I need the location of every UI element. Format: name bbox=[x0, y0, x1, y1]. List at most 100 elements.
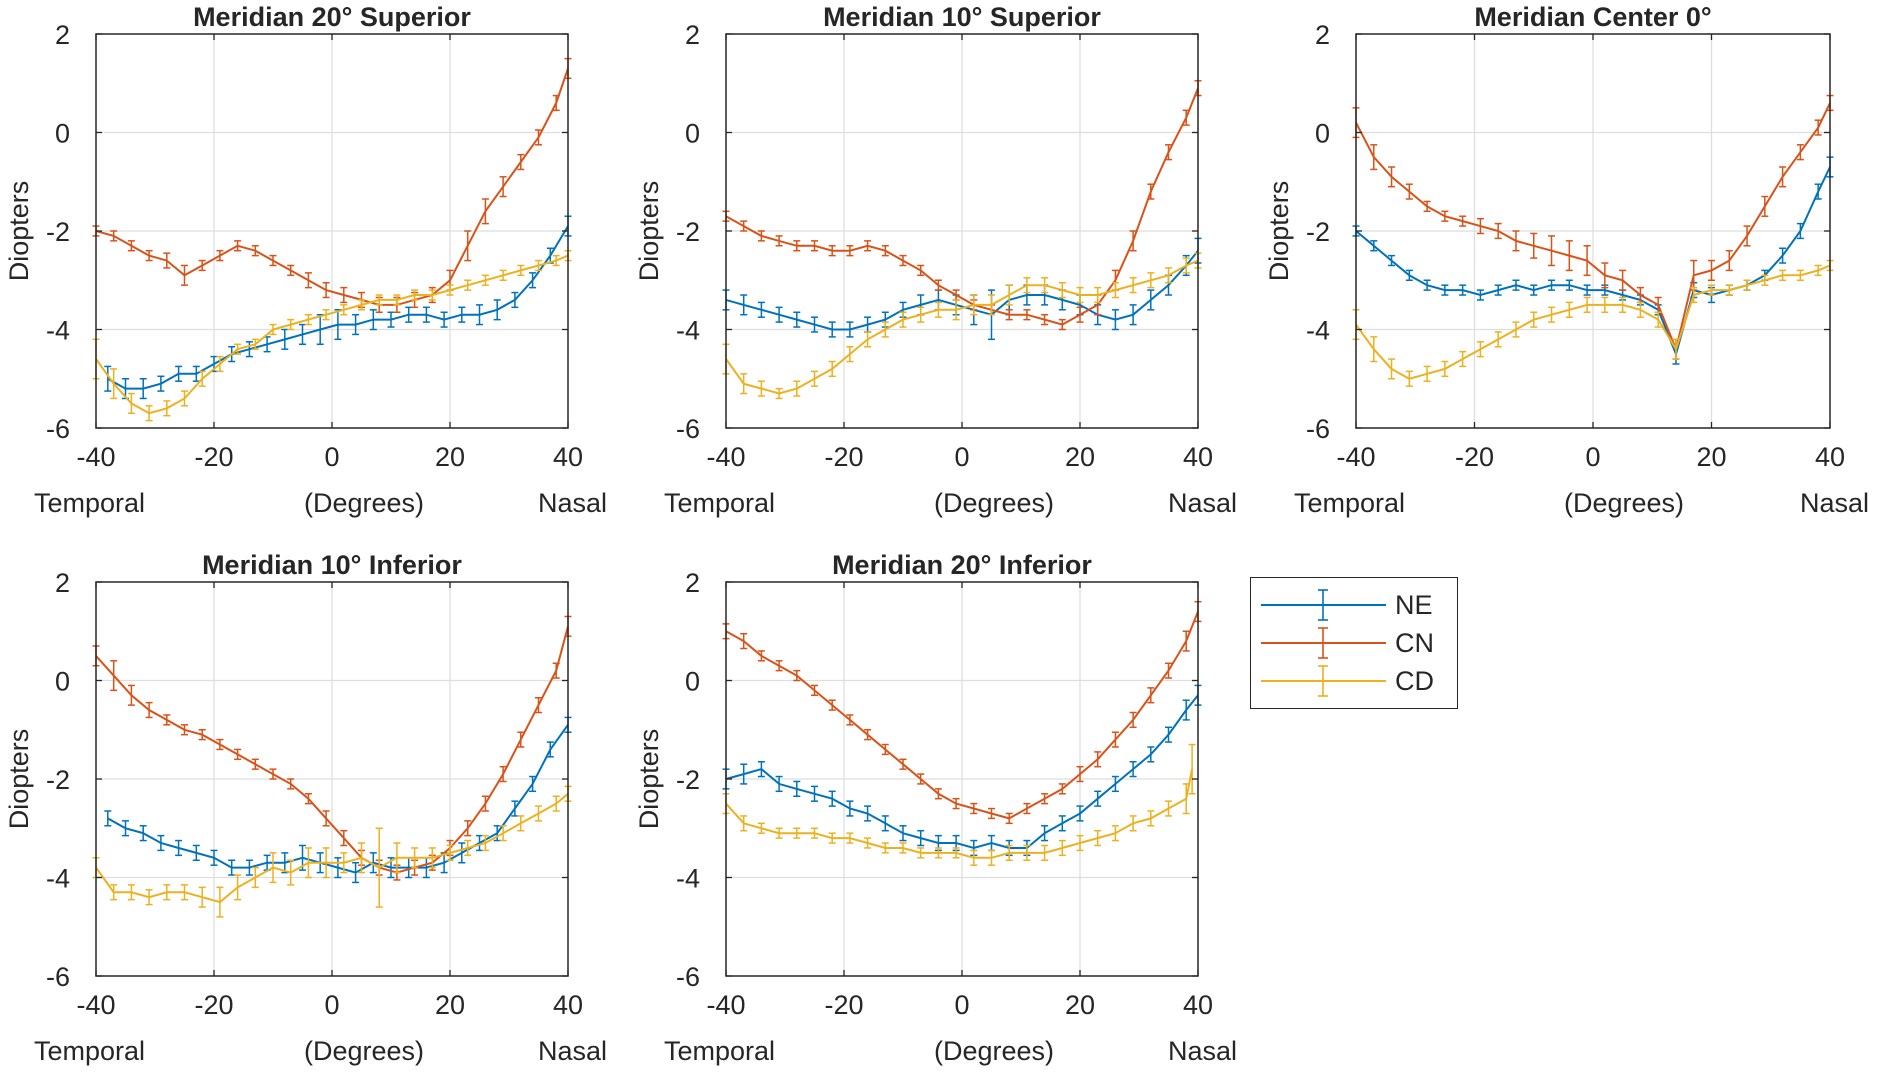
errorbar-cd bbox=[1165, 267, 1172, 284]
errorbar-cd bbox=[1459, 350, 1467, 368]
errorbar-cn bbox=[1779, 166, 1787, 188]
errorbar-cn bbox=[793, 669, 801, 682]
errorbar-cn bbox=[287, 264, 295, 277]
y-tick-label: -4 bbox=[676, 316, 700, 346]
errorbar-cn bbox=[322, 281, 330, 299]
errorbar-cd bbox=[881, 842, 889, 854]
errorbar-cn bbox=[881, 245, 889, 257]
errorbar-ne bbox=[139, 378, 147, 400]
x-tick-label: 0 bbox=[324, 442, 339, 472]
errorbar-cd bbox=[375, 827, 383, 908]
errorbar-cn bbox=[811, 684, 818, 697]
y-tick-label: 2 bbox=[55, 20, 70, 50]
errorbar-cd bbox=[535, 805, 542, 822]
y-tick-label: 2 bbox=[685, 568, 700, 598]
y-tick-label: 0 bbox=[1315, 119, 1330, 149]
errorbar-cn bbox=[1076, 765, 1084, 783]
series-ne bbox=[1352, 156, 1834, 365]
errorbar-cd bbox=[517, 264, 525, 277]
errorbar-cn bbox=[1708, 259, 1715, 281]
errorbar-cn bbox=[775, 235, 783, 247]
errorbar-cn bbox=[234, 748, 242, 761]
errorbar-cn bbox=[198, 729, 206, 741]
errorbar-cn bbox=[1005, 309, 1013, 321]
chart-title: Meridian 10° Superior bbox=[823, 2, 1101, 32]
errorbar-cd bbox=[811, 370, 818, 387]
errorbar-cd bbox=[1814, 264, 1822, 277]
errorbar-cn bbox=[251, 245, 259, 257]
errorbar-cn bbox=[934, 788, 942, 800]
errorbar-cn bbox=[110, 230, 118, 242]
errorbar-cd bbox=[145, 405, 153, 422]
errorbar-ne bbox=[192, 844, 200, 862]
errorbar-cd bbox=[828, 360, 836, 378]
errorbar-cd bbox=[481, 834, 489, 852]
errorbar-cn bbox=[1796, 144, 1804, 161]
errorbar-cn bbox=[1476, 217, 1484, 235]
x-tick-label: -40 bbox=[706, 990, 745, 1020]
x-tick-label: 0 bbox=[954, 442, 969, 472]
errorbar-cn bbox=[464, 230, 472, 262]
series-ne bbox=[104, 215, 572, 400]
errorbar-ne bbox=[1111, 309, 1119, 331]
errorbar-cd bbox=[304, 313, 312, 326]
legend-label-ne: NE bbox=[1395, 590, 1433, 620]
x-left-label: Temporal bbox=[34, 1036, 145, 1066]
errorbar-ne bbox=[458, 306, 466, 323]
errorbar-cd bbox=[988, 849, 995, 866]
errorbar-cn bbox=[970, 802, 978, 815]
errorbar-cd bbox=[464, 279, 472, 291]
errorbar-cd bbox=[499, 825, 507, 842]
errorbar-cd bbox=[358, 299, 365, 311]
x-tick-label: 40 bbox=[1183, 990, 1213, 1020]
errorbar-cd bbox=[1672, 338, 1680, 360]
y-tick-label: -2 bbox=[676, 217, 700, 247]
errorbar-cd bbox=[535, 259, 542, 272]
errorbar-ne bbox=[299, 323, 306, 346]
y-tick-label: -4 bbox=[46, 316, 70, 346]
errorbar-cd bbox=[234, 343, 242, 355]
errorbar-cn bbox=[552, 662, 560, 679]
errorbar-ne bbox=[529, 272, 537, 289]
errorbar-cn bbox=[1165, 144, 1172, 161]
errorbar-cn bbox=[1743, 225, 1751, 247]
errorbar-cd bbox=[1147, 810, 1155, 827]
errorbar-cd bbox=[340, 852, 348, 874]
errorbar-cd bbox=[1041, 844, 1049, 862]
x-tick-label: 0 bbox=[324, 990, 339, 1020]
x-tick-label: 40 bbox=[553, 442, 583, 472]
errorbar-cd bbox=[304, 847, 312, 879]
errorbar-cn bbox=[1023, 802, 1031, 815]
errorbar-ne bbox=[1530, 284, 1538, 296]
x-left-label: Temporal bbox=[664, 1036, 775, 1066]
y-tick-label: -2 bbox=[46, 217, 70, 247]
errorbar-cn bbox=[811, 240, 818, 252]
x-tick-label: -40 bbox=[76, 442, 115, 472]
errorbar-cd bbox=[411, 847, 419, 869]
errorbar-cd bbox=[1005, 284, 1013, 306]
x-tick-label: 0 bbox=[954, 990, 969, 1020]
x-tick-label: -40 bbox=[76, 990, 115, 1020]
errorbar-ne bbox=[139, 825, 147, 842]
errorbar-cd bbox=[216, 355, 224, 373]
errorbar-ne bbox=[1423, 279, 1431, 291]
errorbar-cd bbox=[934, 847, 942, 859]
errorbar-ne bbox=[1459, 284, 1467, 296]
errorbar-cn bbox=[127, 684, 135, 706]
errorbar-cd bbox=[446, 284, 454, 296]
y-tick-label: -2 bbox=[46, 765, 70, 795]
errorbar-cn bbox=[322, 810, 330, 827]
errorbar-cn bbox=[1182, 630, 1190, 652]
errorbar-cd bbox=[1405, 370, 1413, 387]
errorbar-ne bbox=[529, 775, 537, 793]
errorbar-cd bbox=[1601, 296, 1609, 314]
errorbar-cn bbox=[1441, 210, 1449, 222]
errorbar-cd bbox=[198, 886, 206, 908]
errorbar-cn bbox=[828, 245, 836, 257]
errorbar-cd bbox=[269, 852, 277, 884]
errorbar-cn bbox=[1147, 687, 1155, 704]
series-ne bbox=[104, 716, 572, 884]
